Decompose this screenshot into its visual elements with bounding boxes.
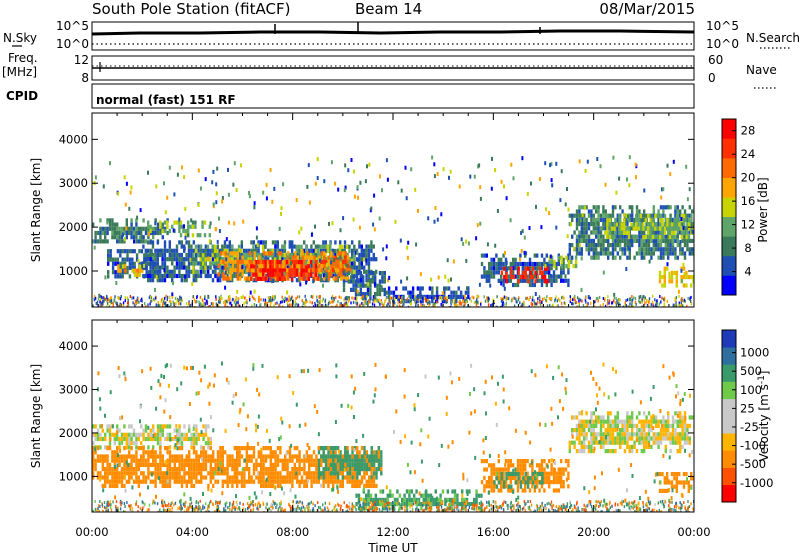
power-y-tick-label: 1000 — [59, 264, 88, 278]
x-tick-label: 04:00 — [176, 525, 209, 539]
velocity-colorbar-tick: -500 — [740, 457, 766, 471]
power-colorbar-tick: 16 — [741, 194, 756, 208]
velocity-y-tick-label: 2000 — [59, 426, 88, 440]
x-tick-label: 00:00 — [677, 525, 710, 539]
power-y-tick-label: 4000 — [59, 132, 88, 146]
cpid-label: CPID — [6, 89, 38, 103]
nave-bottom-tick: 0 — [708, 71, 716, 85]
velocity-colorbar-tick: -25 — [740, 420, 759, 434]
power-region-2 — [179, 220, 211, 238]
power-region-4 — [117, 264, 144, 277]
x-tick-label: 16:00 — [477, 525, 510, 539]
power-scatter — [93, 155, 694, 307]
station-title: South Pole Station (fitACF) — [92, 0, 290, 18]
power-near-range — [92, 294, 694, 307]
freq-label-line1: Freq. — [8, 51, 38, 65]
x-tick-label: 08:00 — [276, 525, 309, 539]
nave-label: Nave — [746, 63, 777, 77]
power-region-8 — [250, 260, 320, 281]
velocity-colorbar-tick: 1000 — [740, 346, 769, 360]
nsky-label: N.Sky — [3, 31, 37, 45]
velocity-y-tick-label: 4000 — [59, 339, 88, 353]
cpid-text: normal (fast) 151 RF — [96, 93, 236, 107]
power-colorbar-tick: 28 — [741, 124, 756, 138]
freq-panel — [91, 55, 695, 81]
power-region-0 — [92, 218, 169, 244]
power-colorbar-tick: 8 — [744, 241, 751, 255]
noise-sky-line — [91, 29, 695, 36]
velocity-region-5 — [493, 472, 544, 489]
power-panel: 1000 2000 3000 4000 — [59, 112, 695, 308]
velocity-colorbar-label: Velocity [m s-1] — [757, 371, 771, 462]
power-region-14 — [548, 255, 578, 269]
power-colorbar-tick: 24 — [741, 147, 756, 161]
velocity-region-2 — [317, 446, 383, 480]
power-region-10 — [342, 271, 386, 301]
power-colorbar: 4 8 12 16 20 24 28 — [721, 118, 756, 296]
velocity-colorbar: 1000 500 100 25 -25 -100 -500 -1000 — [721, 329, 773, 503]
freq-label-line2: [MHz] — [2, 65, 37, 79]
power-region-17 — [658, 266, 694, 288]
velocity-colorbar-tick: 500 — [740, 364, 762, 378]
noise-panel — [91, 21, 695, 51]
nsearch-label: N.Search — [746, 31, 800, 45]
noise-left-bottom-tick: 10^0 — [56, 37, 89, 51]
velocity-colorbar-tick: 100 — [740, 383, 762, 397]
power-y-tick-label: 2000 — [59, 220, 88, 234]
velocity-y-tick-label: 3000 — [59, 383, 88, 397]
velocity-ylabel: Slant Range [km] — [29, 364, 43, 468]
velocity-colorbar-tick: -1000 — [740, 476, 773, 490]
date-label: 08/Mar/2015 — [599, 0, 695, 18]
power-colorbar-tick: 20 — [741, 171, 756, 185]
power-colorbar-tick: 12 — [741, 218, 756, 232]
velocity-colorbar-tick: -100 — [740, 439, 766, 453]
x-tick-label: 20:00 — [577, 525, 610, 539]
power-colorbar-tick: 4 — [744, 265, 751, 279]
velocity-panel: 1000 2000 3000 4000 — [59, 319, 695, 513]
power-colorbar-label: Power [dB] — [756, 177, 770, 242]
x-tick-label: 00:00 — [75, 525, 108, 539]
velocity-colorbar-tick: 25 — [740, 401, 755, 415]
velocity-y-tick-label: 1000 — [59, 469, 88, 483]
nave-top-tick: 60 — [708, 53, 723, 67]
freq-top-tick: 12 — [74, 53, 89, 67]
freq-bottom-tick: 8 — [81, 71, 89, 85]
power-region-13 — [500, 266, 549, 284]
x-tick-label: 12:00 — [376, 525, 409, 539]
noise-left-top-tick: 10^5 — [56, 19, 89, 33]
power-region-9 — [320, 255, 352, 273]
velocity-region-7 — [656, 472, 694, 493]
noise-right-bottom-tick: 10^0 — [706, 37, 739, 51]
power-region-1 — [147, 220, 181, 234]
velocity-region-6 — [568, 411, 694, 454]
power-ylabel: Slant Range [km] — [29, 158, 43, 262]
cpid-panel — [91, 83, 695, 109]
noise-right-top-tick: 10^5 — [706, 19, 739, 33]
beam-label: Beam 14 — [355, 0, 422, 18]
x-axis-label: Time UT — [367, 541, 418, 554]
power-y-tick-label: 3000 — [59, 176, 88, 190]
power-region-15 — [568, 205, 694, 260]
